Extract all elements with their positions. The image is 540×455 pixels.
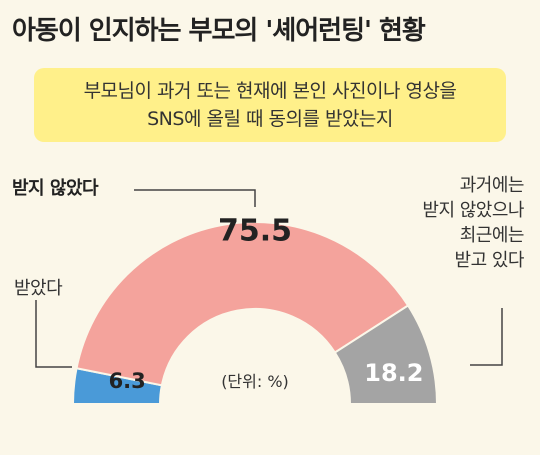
label-past-line-4: 받고 있다: [454, 250, 525, 271]
leader-lines: [35, 189, 503, 368]
segment-past-not-now-yes: [333, 304, 439, 405]
label-past-not-now-yes: 과거에는 받지 않았으나 최근에는 받고 있다: [422, 173, 524, 273]
unit-note: (단위: %): [221, 372, 289, 391]
label-received: 받았다: [14, 278, 63, 299]
survey-question: 부모님이 과거 또는 현재에 본인 사진이나 영상을 SNS에 올릴 때 동의를…: [34, 68, 506, 142]
chart-title: 아동이 인지하는 부모의 '셰어런팅' 현황: [12, 16, 426, 46]
donut-segments: [71, 221, 439, 405]
leader-line-past: [470, 308, 503, 366]
label-not-received: 받지 않았다: [12, 178, 99, 199]
question-line-2: SNS에 올릴 때 동의를 받았는지: [147, 108, 393, 130]
label-past-line-2: 받지 않았으나: [422, 200, 524, 221]
value-labels: 6.3 75.5 18.2: [109, 214, 424, 394]
question-line-1: 부모님이 과거 또는 현재에 본인 사진이나 영상을: [83, 80, 457, 102]
leader-line-yes: [35, 300, 72, 368]
value-not-received: 75.5: [218, 214, 292, 249]
label-past-line-3: 최근에는: [459, 225, 525, 246]
label-past-line-1: 과거에는: [459, 175, 525, 196]
leader-line-not: [134, 189, 256, 207]
value-past-not-now-yes: 18.2: [364, 359, 423, 387]
value-received: 6.3: [109, 369, 146, 393]
segment-not-received: [75, 221, 410, 387]
